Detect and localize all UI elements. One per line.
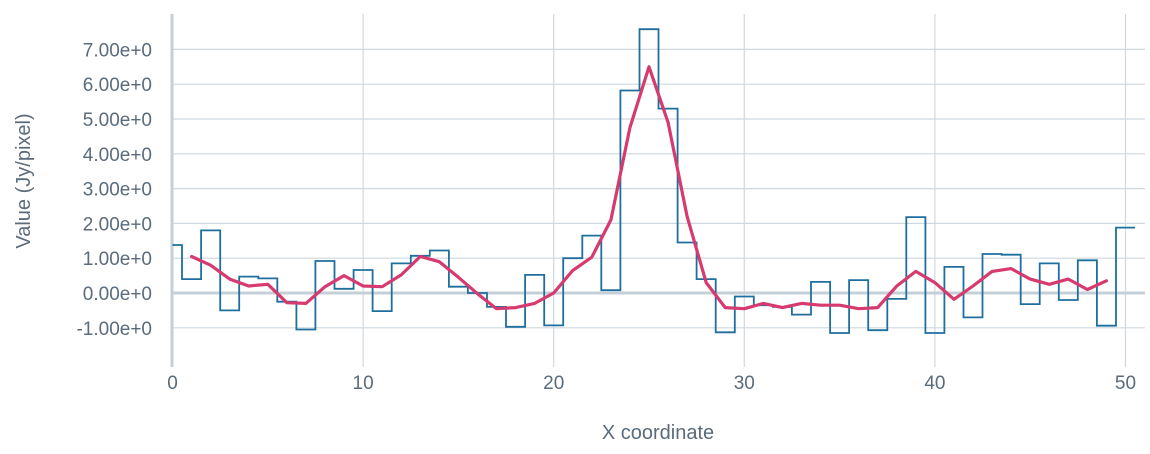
tick-labels: -1.00e+0 0.00e+0 1.00e+0 2.00e+0 3.00e+0 4.00… xyxy=(76,40,1136,394)
x-tick-label: 30 xyxy=(734,373,755,394)
y-tick-label: -1.00e+0 xyxy=(76,319,152,340)
y-tick-label: 4.00e+0 xyxy=(83,145,152,166)
x-tick-label: 50 xyxy=(1115,373,1136,394)
grid-lines xyxy=(171,14,1145,367)
smoothed-series-line xyxy=(190,65,1108,311)
y-tick-label: 0.00e+0 xyxy=(83,284,152,305)
x-tick-label: 0 xyxy=(167,373,178,394)
y-tick-label: 6.00e+0 xyxy=(83,75,152,96)
step-series-line xyxy=(172,28,1135,334)
x-tick-label: 10 xyxy=(353,373,374,394)
x-axis-title: X coordinate xyxy=(602,422,714,444)
y-tick-label: 3.00e+0 xyxy=(83,180,152,201)
series-layer xyxy=(172,28,1135,334)
y-axis-title: Value (Jy/pixel) xyxy=(13,113,35,248)
y-tick-label: 1.00e+0 xyxy=(83,249,152,270)
y-tick-label: 7.00e+0 xyxy=(83,40,152,61)
y-tick-label: 5.00e+0 xyxy=(83,110,152,131)
x-tick-label: 40 xyxy=(924,373,945,394)
x-tick-label: 20 xyxy=(543,373,564,394)
y-tick-label: 2.00e+0 xyxy=(83,214,152,235)
